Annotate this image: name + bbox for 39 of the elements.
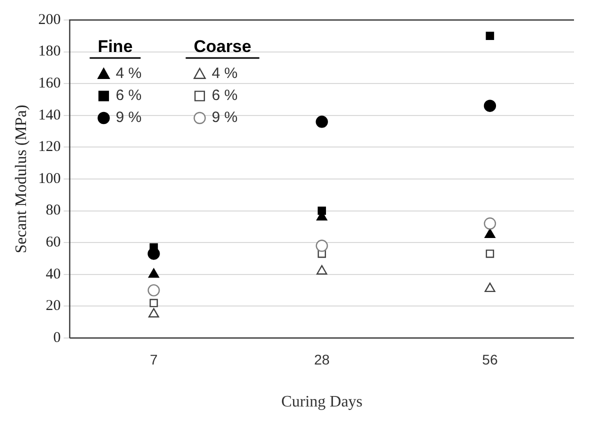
annotation: Fine — [98, 37, 133, 56]
y-tick-label: 80 — [46, 202, 61, 219]
point — [486, 32, 494, 40]
point — [484, 100, 496, 112]
point — [148, 308, 160, 318]
y-tick-label: 40 — [46, 266, 61, 282]
y-axis-title: Secant Modulus (MPa) — [12, 104, 30, 254]
legend-label: 9 % — [212, 109, 238, 126]
point — [148, 248, 160, 260]
point — [484, 282, 496, 292]
x-tick-label: 7 — [150, 351, 158, 368]
y-tick-label: 160 — [38, 76, 61, 92]
y-tick-label: 200 — [38, 12, 61, 28]
legend-label: 6 % — [212, 87, 238, 104]
point — [486, 250, 494, 258]
point — [316, 240, 328, 252]
point — [484, 217, 496, 230]
y-tick-label: 0 — [53, 330, 61, 346]
legend-label: 6 % — [116, 87, 142, 104]
legend-label: 4 % — [116, 65, 142, 82]
point — [484, 228, 496, 238]
point — [316, 265, 328, 275]
y-tick-label: 20 — [46, 298, 61, 314]
y-tick-label: 140 — [38, 107, 61, 124]
point — [148, 268, 160, 278]
legend-label: 4 % — [212, 65, 238, 82]
point — [150, 298, 158, 308]
x-tick-label: 56 — [482, 351, 498, 368]
point — [148, 284, 160, 296]
y-tick-label: 100 — [38, 170, 61, 187]
x-tick-label: 28 — [314, 351, 330, 368]
x-axis-title: Curing Days — [281, 394, 363, 411]
point — [316, 116, 328, 128]
legend-label: 9 % — [116, 109, 142, 126]
y-tick-label: 120 — [38, 139, 61, 156]
annotation: Coarse — [194, 37, 252, 56]
y-tick-label: 60 — [46, 234, 61, 251]
y-tick-label: 180 — [38, 44, 61, 60]
point — [318, 206, 326, 215]
